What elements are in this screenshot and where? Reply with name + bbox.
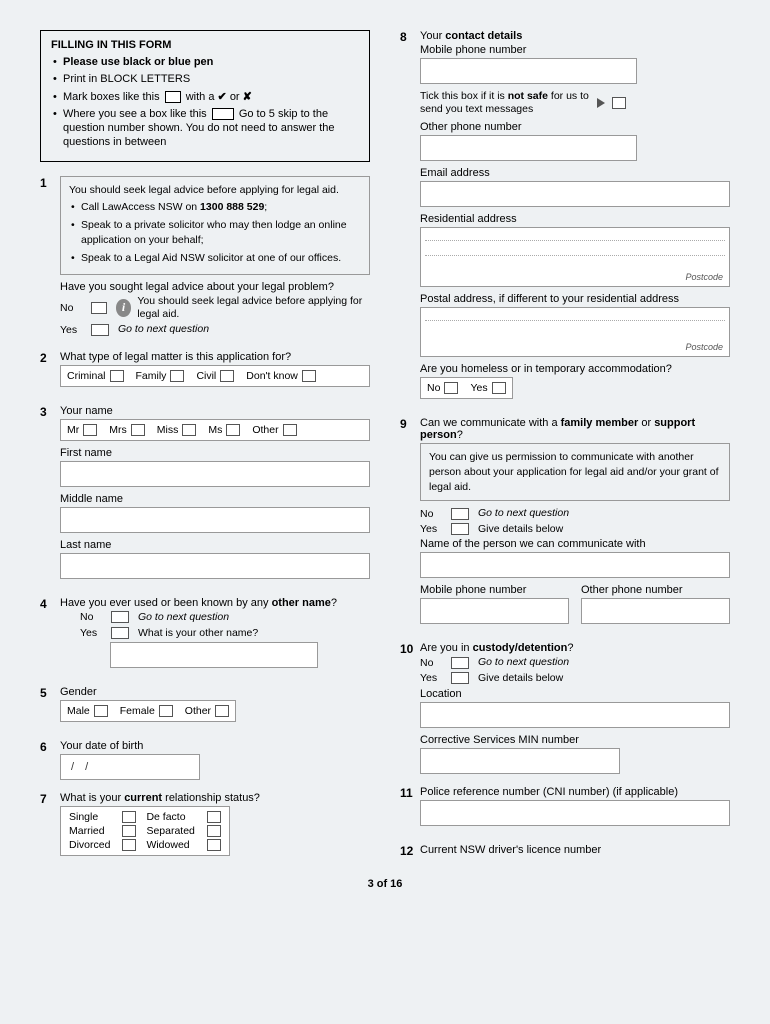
question-7: 7 What is your current relationship stat… bbox=[40, 792, 370, 856]
question-8: 8 Your contact details Mobile phone numb… bbox=[400, 30, 730, 405]
tick-icon: ✔ bbox=[218, 91, 227, 103]
q7-widowed-checkbox[interactable] bbox=[207, 839, 221, 851]
q2-family-checkbox[interactable] bbox=[170, 370, 184, 382]
middle-name-input[interactable] bbox=[60, 507, 370, 533]
q1-question: Have you sought legal advice about your … bbox=[60, 281, 370, 293]
question-1: 1 You should seek legal advice before ap… bbox=[40, 176, 370, 339]
q9-info-box: You can give us permission to communicat… bbox=[420, 443, 730, 501]
q11-cni-input[interactable] bbox=[420, 800, 730, 826]
q9-person-name-input[interactable] bbox=[420, 552, 730, 578]
q7-options: Single De facto Married Separated Divorc… bbox=[60, 806, 230, 856]
q2-options: Criminal Family Civil Don't know bbox=[60, 365, 370, 387]
question-4: 4 Have you ever used or been known by an… bbox=[40, 597, 370, 674]
email-input[interactable] bbox=[420, 181, 730, 207]
q5-other-checkbox[interactable] bbox=[215, 705, 229, 717]
q2-civil-checkbox[interactable] bbox=[220, 370, 234, 382]
q4-yes-checkbox[interactable] bbox=[111, 627, 129, 639]
q4-no-checkbox[interactable] bbox=[111, 611, 129, 623]
instr-line2: Print in BLOCK LETTERS bbox=[51, 72, 359, 86]
other-phone-input[interactable] bbox=[420, 135, 637, 161]
question-12: 12 Current NSW driver's licence number bbox=[400, 844, 730, 858]
q1-no-checkbox[interactable] bbox=[91, 302, 107, 314]
q2-dontknow-checkbox[interactable] bbox=[302, 370, 316, 382]
q7-single-checkbox[interactable] bbox=[122, 811, 136, 823]
q10-location-input[interactable] bbox=[420, 702, 730, 728]
instr-line4: Where you see a box like this Go to 5 sk… bbox=[51, 107, 359, 150]
q7-separated-checkbox[interactable] bbox=[207, 825, 221, 837]
cross-icon: ✘ bbox=[243, 91, 252, 103]
question-5: 5 Gender Male Female Other bbox=[40, 686, 370, 728]
q5-options: Male Female Other bbox=[60, 700, 236, 722]
q10-yes-checkbox[interactable] bbox=[451, 672, 469, 684]
mobile-input[interactable] bbox=[420, 58, 637, 84]
q9-yes-checkbox[interactable] bbox=[451, 523, 469, 535]
q3-miss-checkbox[interactable] bbox=[182, 424, 196, 436]
instructions-box: FILLING IN THIS FORM Please use black or… bbox=[40, 30, 370, 162]
instr-line3: Mark boxes like this with a ✔ or ✘ bbox=[51, 90, 359, 104]
q9-no-checkbox[interactable] bbox=[451, 508, 469, 520]
q3-mrs-checkbox[interactable] bbox=[131, 424, 145, 436]
q7-married-checkbox[interactable] bbox=[122, 825, 136, 837]
instructions-title: FILLING IN THIS FORM bbox=[51, 39, 359, 51]
form-page: FILLING IN THIS FORM Please use black or… bbox=[0, 0, 770, 1024]
q7-defacto-checkbox[interactable] bbox=[207, 811, 221, 823]
q5-female-checkbox[interactable] bbox=[159, 705, 173, 717]
postal-address-input[interactable]: Postcode bbox=[420, 307, 730, 357]
q9-mobile-input[interactable] bbox=[420, 598, 569, 624]
question-3: 3 Your name Mr Mrs Miss Ms Other First n… bbox=[40, 405, 370, 585]
q5-male-checkbox[interactable] bbox=[94, 705, 108, 717]
arrow-icon bbox=[597, 98, 605, 108]
q8-no-checkbox[interactable] bbox=[444, 382, 458, 394]
q3-mr-checkbox[interactable] bbox=[83, 424, 97, 436]
info-icon: i bbox=[116, 299, 132, 317]
q7-divorced-checkbox[interactable] bbox=[122, 839, 136, 851]
right-column: 8 Your contact details Mobile phone numb… bbox=[400, 30, 730, 870]
q3-title-options: Mr Mrs Miss Ms Other bbox=[60, 419, 370, 441]
q10-min-input[interactable] bbox=[420, 748, 620, 774]
q8-yes-checkbox[interactable] bbox=[492, 382, 506, 394]
question-10: 10 Are you in custody/detention? No Go t… bbox=[400, 642, 730, 773]
question-9: 9 Can we communicate with a family membe… bbox=[400, 417, 730, 630]
example-checkbox bbox=[165, 91, 181, 103]
question-2: 2 What type of legal matter is this appl… bbox=[40, 351, 370, 393]
question-6: 6 Your date of birth / / bbox=[40, 740, 370, 780]
q8-homeless-options: No Yes bbox=[420, 377, 513, 399]
q1-yes-checkbox[interactable] bbox=[91, 324, 109, 336]
left-column: FILLING IN THIS FORM Please use black or… bbox=[40, 30, 370, 870]
question-11: 11 Police reference number (CNI number) … bbox=[400, 786, 730, 832]
q9-other-phone-input[interactable] bbox=[581, 598, 730, 624]
first-name-input[interactable] bbox=[60, 461, 370, 487]
q3-other-checkbox[interactable] bbox=[283, 424, 297, 436]
other-name-input[interactable] bbox=[110, 642, 318, 668]
page-number: 3 of 16 bbox=[40, 878, 730, 890]
q1-advice-box: You should seek legal advice before appl… bbox=[60, 176, 370, 275]
residential-address-input[interactable]: Postcode bbox=[420, 227, 730, 287]
example-goto-box bbox=[212, 108, 234, 120]
notsafe-checkbox[interactable] bbox=[612, 97, 626, 109]
last-name-input[interactable] bbox=[60, 553, 370, 579]
dob-input[interactable]: / / bbox=[60, 754, 200, 780]
q2-criminal-checkbox[interactable] bbox=[110, 370, 124, 382]
q10-no-checkbox[interactable] bbox=[451, 657, 469, 669]
q3-ms-checkbox[interactable] bbox=[226, 424, 240, 436]
instr-line1: Please use black or blue pen bbox=[63, 56, 213, 68]
